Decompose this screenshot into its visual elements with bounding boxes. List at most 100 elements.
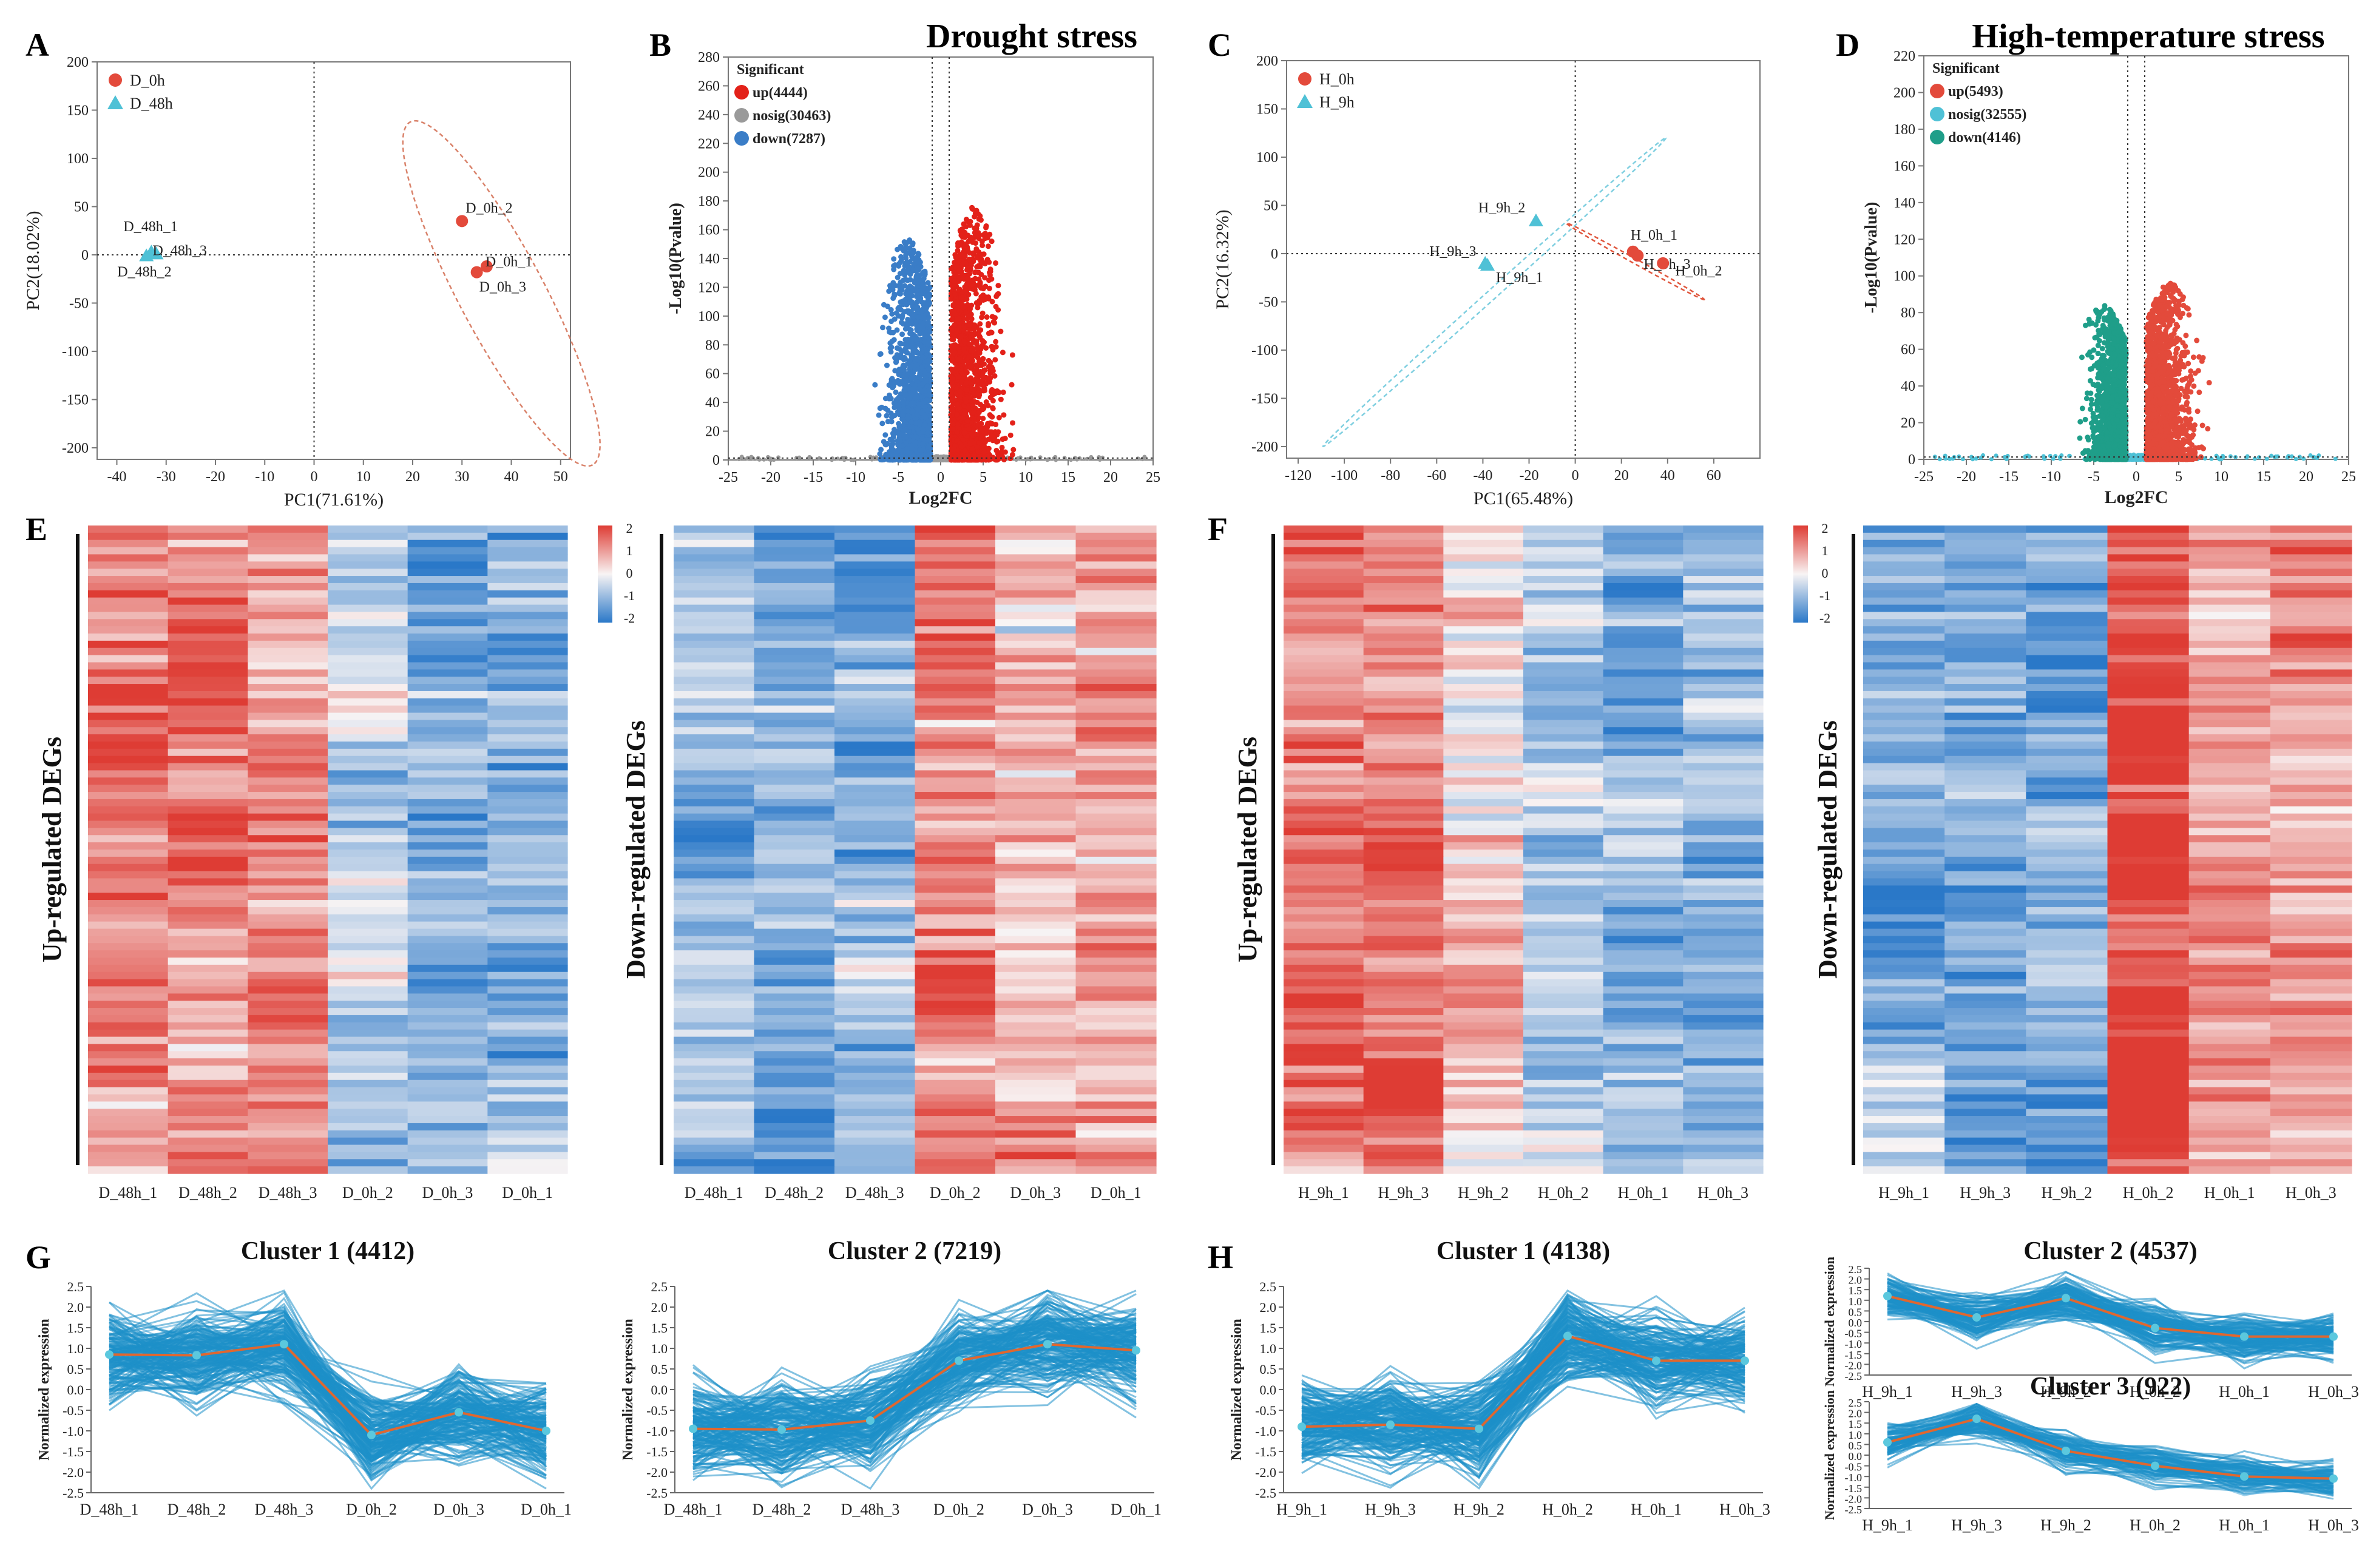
y-tick-label: 100: [1893, 269, 1915, 285]
y-tick-label: 220: [1893, 49, 1915, 64]
x-tick-label: 20: [2299, 469, 2313, 485]
y-tick-label: 180: [1893, 122, 1915, 138]
y-axis-title: -Log10(Pvalue): [666, 203, 685, 314]
up-point: [975, 282, 981, 288]
up-point: [961, 328, 967, 334]
up-point: [970, 239, 976, 245]
up-point: [981, 450, 987, 456]
pca-point-label: D_0h_2: [465, 200, 512, 216]
nosig-point: [808, 456, 813, 461]
x-tick-label: -25: [719, 470, 738, 485]
up-point: [979, 382, 985, 388]
x-tick-label: 0: [1572, 468, 1579, 484]
down-point: [901, 432, 907, 438]
down-point: [888, 344, 895, 350]
up-point: [1002, 449, 1008, 455]
up-point: [967, 363, 973, 370]
up-point: [964, 387, 970, 393]
legend-marker: [1297, 94, 1313, 108]
up-point: [975, 232, 981, 238]
legend-label: H_9h: [1319, 93, 1355, 111]
pca-point-label: H_0h_2: [1675, 263, 1722, 279]
pca-point: [480, 260, 493, 273]
up-point: [953, 254, 959, 260]
up-point: [980, 407, 986, 413]
panel-letter-F: F: [1208, 511, 1228, 547]
down-point: [924, 293, 930, 299]
down-point: [923, 397, 929, 404]
pca-point: [456, 215, 469, 228]
x-tick-label: -20: [761, 470, 780, 485]
down-point: [920, 269, 926, 275]
down-point: [914, 288, 920, 294]
up-point: [2186, 312, 2192, 318]
down-point: [872, 382, 878, 388]
down-point: [916, 457, 922, 463]
pca-point-label: H_9h_2: [1478, 200, 1525, 216]
up-point: [949, 376, 955, 382]
pca-point-label: D_48h_3: [153, 243, 207, 259]
y-tick-label: -200: [1251, 439, 1278, 455]
x-tick-label: -10: [846, 470, 865, 485]
x-tick-label: 20: [1614, 468, 1629, 484]
panel-letter-E: E: [25, 511, 47, 547]
down-point: [912, 261, 918, 267]
plot-frame: [1286, 60, 1761, 459]
up-point: [950, 302, 956, 308]
down-point: [898, 254, 904, 260]
x-tick-label: 20: [1103, 470, 1118, 485]
up-point: [1007, 432, 1014, 438]
down-point: [877, 451, 883, 457]
x-tick-label: -10: [2042, 469, 2061, 485]
down-point: [876, 412, 882, 418]
up-point: [961, 252, 967, 258]
down-point: [922, 334, 928, 340]
up-point: [964, 275, 970, 282]
down-point: [897, 340, 903, 346]
panel-letter-A: A: [25, 27, 49, 63]
panel-letter-C: C: [1208, 27, 1231, 63]
nosig-point: [776, 455, 781, 460]
up-point: [1000, 350, 1006, 356]
up-point: [959, 294, 965, 300]
up-point: [992, 435, 998, 441]
y-tick-label: -100: [1251, 343, 1278, 359]
up-point: [969, 386, 975, 392]
x-tick-label: 40: [1660, 468, 1675, 484]
down-point: [899, 355, 905, 361]
down-point: [905, 277, 911, 283]
up-point: [987, 394, 993, 400]
nosig-point: [2286, 454, 2291, 459]
y-tick-label: 40: [705, 395, 720, 411]
y-tick-label: 20: [705, 424, 720, 440]
nosig-point: [1089, 455, 1094, 459]
up-point: [952, 311, 958, 317]
down-point: [899, 412, 905, 418]
up-point: [952, 348, 958, 354]
down-point: [900, 399, 906, 405]
up-point: [981, 260, 987, 266]
legend-marker: [734, 85, 749, 100]
down-point: [914, 323, 920, 329]
nosig-point: [1937, 457, 1942, 462]
down-point: [910, 386, 916, 392]
up-point: [967, 441, 973, 447]
up-point: [983, 399, 989, 405]
down-point: [919, 441, 926, 447]
y-tick-label: 0: [712, 453, 720, 468]
legend-title: Significant: [737, 62, 804, 78]
legend-label: nosig(30463): [753, 108, 831, 124]
down-point: [905, 416, 911, 422]
down-point: [882, 432, 888, 438]
up-point: [964, 418, 970, 424]
y-tick-label: 200: [67, 55, 89, 70]
down-point: [904, 350, 910, 356]
up-point: [995, 429, 1001, 435]
up-point: [964, 296, 970, 302]
down-point: [916, 401, 922, 407]
up-point: [966, 426, 972, 432]
x-tick-label: -15: [1999, 469, 2019, 485]
down-point: [919, 282, 926, 288]
x-tick-label: -20: [206, 469, 225, 485]
